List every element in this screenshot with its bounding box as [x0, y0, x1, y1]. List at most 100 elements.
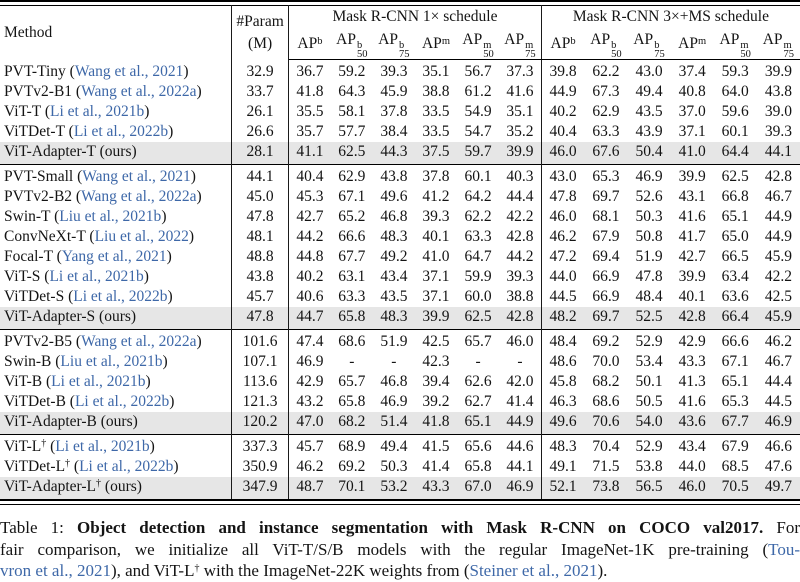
method-cell: ViT-S (Li et al., 2021b) [0, 267, 233, 287]
ap-value: 37.0 [678, 103, 706, 120]
ap-value: 46.9 [499, 477, 542, 500]
ap-value: 41.8 [414, 412, 458, 435]
citation-link[interactable]: Li et al., 2022b [73, 123, 169, 140]
citation-link[interactable]: Li et al., 2022b [74, 393, 170, 410]
ap-value: 43.3 [678, 353, 706, 370]
table-row: ViT-B (Li et al., 2021b) 113.6 42.9 65.7 46.… [0, 372, 800, 392]
citation-link[interactable]: Li et al., 2022b [79, 458, 174, 475]
ap-value: 62.6 [464, 373, 492, 390]
ap-value: 40.6 [296, 288, 324, 305]
citation-link[interactable]: Li et al., 2021b [55, 438, 150, 455]
citation-link[interactable]: vron et al., 2021 [0, 561, 111, 580]
model-name: PVT-Small [4, 168, 74, 185]
ap-value: 44.7 [288, 307, 331, 330]
method-cell: PVT-Tiny (Wang et al., 2021) [0, 59, 233, 82]
ap-value: - [391, 353, 397, 370]
caption-table-label: Table 1: [0, 518, 78, 537]
ap-value: 64.7 [464, 248, 492, 265]
citation-link[interactable]: Wang et al., 2021 [74, 62, 184, 80]
ap-value: 46.0 [549, 208, 577, 225]
caption-bold-title: Object detection and instance segmentati… [77, 518, 764, 537]
ap-value: 42.8 [764, 168, 792, 185]
ap-value: 44.5 [764, 393, 792, 410]
citation-link[interactable]: Wang et al., 2021 [82, 168, 191, 185]
ap-value: 70.5 [713, 477, 757, 500]
ap-value: 49.4 [380, 438, 408, 455]
citation-link[interactable]: Liu et al., 2021b [60, 353, 163, 370]
model-name: ViT-S [4, 268, 41, 285]
metric-column-header: AP b 50 [330, 28, 373, 60]
citation-link[interactable]: Li et al., 2022b [73, 288, 168, 305]
table-row: ViTDet-T (Li et al., 2022b) 26.6 35.7 57.7 3… [0, 122, 800, 142]
ap-value: 39.0 [764, 103, 792, 120]
citation-link[interactable]: Liu et al., 2022 [94, 228, 189, 245]
ap-value: 43.4 [678, 438, 706, 455]
model-name: Focal-T [4, 248, 53, 265]
ap-value: 63.3 [592, 123, 620, 140]
ap-value: 46.9 [296, 353, 324, 370]
citation-link[interactable]: Wang et al., 2022a [81, 333, 197, 350]
schedule-group-header-1x: Mask R-CNN 1× schedule [288, 5, 542, 28]
ap-value: 41.6 [499, 82, 542, 102]
ap-value: 46.0 [541, 142, 585, 165]
metric-column-header: APm [670, 28, 714, 60]
ap-value: 44.0 [549, 268, 577, 285]
method-cell: ViT-Adapter-S (ours) [0, 307, 233, 330]
param-value: 43.8 [231, 267, 290, 287]
dagger-mark: † [65, 458, 71, 469]
ap-value: 65.1 [721, 373, 749, 390]
ap-value: 40.4 [296, 168, 324, 185]
citation-link[interactable]: Wang et al., 2022a [81, 83, 197, 100]
method-column-header: Method [0, 5, 233, 60]
ap-value: 38.4 [380, 123, 408, 140]
citation-link[interactable]: Steiner et al., 2021 [469, 561, 598, 580]
ap-value: 65.7 [464, 333, 492, 350]
ap-value: 42.8 [499, 307, 542, 330]
ap-value: - [475, 353, 481, 370]
citation-link[interactable]: Wang et al., 2022a [81, 188, 197, 205]
ap-value: 47.0 [288, 412, 331, 435]
ap-value: 56.7 [464, 63, 492, 80]
ap-value: 44.0 [678, 458, 706, 475]
param-value: 347.9 [231, 477, 290, 500]
ap-value: 53.8 [635, 458, 663, 475]
table-row: ViT-S (Li et al., 2021b) 43.8 40.2 63.1 43.4… [0, 267, 800, 287]
citation-link[interactable]: Li et al., 2021b [51, 373, 146, 390]
table-row: ViTDet-B (Li et al., 2022b) 121.3 43.2 65.8… [0, 392, 800, 412]
citation-link[interactable]: Tou- [768, 539, 800, 559]
ap-value: 47.2 [549, 248, 577, 265]
ap-value: 54.7 [464, 123, 492, 140]
ap-value: 62.9 [338, 168, 366, 185]
ap-value: 44.8 [296, 248, 324, 265]
ap-value: 58.1 [338, 103, 366, 120]
ap-value: 50.8 [635, 228, 663, 245]
table-row: ConvNeXt-T (Liu et al., 2022) 48.1 44.2 66.… [0, 227, 800, 247]
ap-value: 41.4 [422, 458, 450, 475]
ap-value: 65.0 [721, 228, 749, 245]
citation-link[interactable]: Liu et al., 2021b [59, 208, 162, 225]
ap-value: 43.9 [635, 123, 663, 140]
ap-value: 33.5 [422, 123, 450, 140]
ap-value: 33.5 [422, 103, 450, 120]
ap-value: 48.7 [288, 477, 331, 500]
ap-value: 39.3 [499, 267, 542, 287]
ap-value: 43.8 [764, 83, 792, 100]
metric-column-header: APb [541, 28, 585, 60]
ap-value: 63.1 [338, 268, 366, 285]
table-row: ViTDet-S (Li et al., 2022b) 45.7 40.6 63.3 4… [0, 287, 800, 307]
model-name: ViTDet-B [4, 393, 66, 410]
ap-value: 62.5 [721, 168, 749, 185]
ap-value: 40.2 [296, 268, 324, 285]
citation-link[interactable]: Yang et al., 2021 [61, 248, 167, 265]
ap-value: 39.3 [422, 208, 450, 225]
ap-value: 41.7 [678, 228, 706, 245]
citation-link[interactable]: Li et al., 2021b [49, 268, 144, 285]
ap-value: 42.3 [422, 353, 450, 370]
ap-value: 64.0 [721, 83, 749, 100]
ap-value: 69.2 [338, 458, 366, 475]
citation-link[interactable]: Li et al., 2021b [50, 103, 145, 120]
model-name: ViTDet-L [4, 458, 66, 475]
param-value: 26.1 [231, 102, 290, 122]
ap-value: 42.2 [499, 207, 542, 227]
ap-value: 42.2 [764, 268, 792, 285]
